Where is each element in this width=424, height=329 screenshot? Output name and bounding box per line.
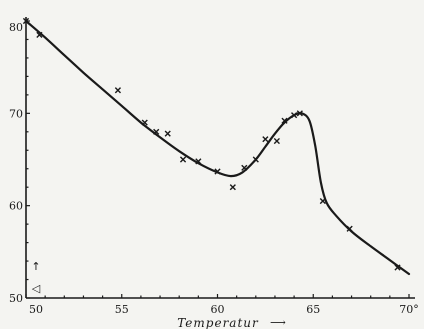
- x-axis-arrow: ⟶: [270, 316, 286, 329]
- data-point: [281, 117, 288, 124]
- x-ticks: 50 55 60 65 70°: [25, 294, 419, 316]
- data-point: [273, 137, 280, 145]
- data-point: [141, 119, 148, 126]
- data-point: [346, 225, 353, 232]
- data-point: [214, 168, 221, 175]
- fitted-curve: [24, 19, 411, 276]
- x-tick-label: 50: [29, 303, 43, 316]
- x-axis-label: Temperatur: [177, 316, 259, 329]
- data-points: [22, 17, 401, 271]
- y-axis-arrow: ↑: [31, 260, 40, 273]
- x-tick-label: 55: [115, 303, 129, 316]
- y-tick-label: 50: [9, 292, 23, 305]
- data-point: [195, 158, 202, 165]
- y-tick-label: 60: [9, 200, 23, 213]
- y-tick-label: 70: [9, 107, 23, 120]
- axes: [25, 17, 415, 299]
- data-point: [262, 136, 269, 143]
- x-tick-label: 60: [211, 303, 225, 316]
- data-point: [153, 128, 160, 135]
- data-point: [22, 17, 30, 25]
- y-axis-symbol: ◁: [32, 282, 41, 295]
- x-tick-label: 70°: [399, 303, 419, 316]
- data-point: [164, 130, 171, 137]
- data-point: [252, 156, 259, 163]
- data-point: [296, 110, 303, 117]
- data-point: [241, 164, 248, 171]
- x-tick-label: 65: [306, 303, 320, 316]
- y-ticks: 50 60 70 80: [9, 20, 30, 305]
- data-point: [36, 31, 43, 38]
- y-tick-label: 80: [9, 21, 23, 34]
- data-point: [319, 197, 326, 205]
- data-point: [114, 87, 122, 94]
- data-point: [291, 112, 298, 119]
- data-point: [394, 264, 401, 271]
- data-point: [229, 184, 236, 191]
- data-point: [179, 156, 187, 163]
